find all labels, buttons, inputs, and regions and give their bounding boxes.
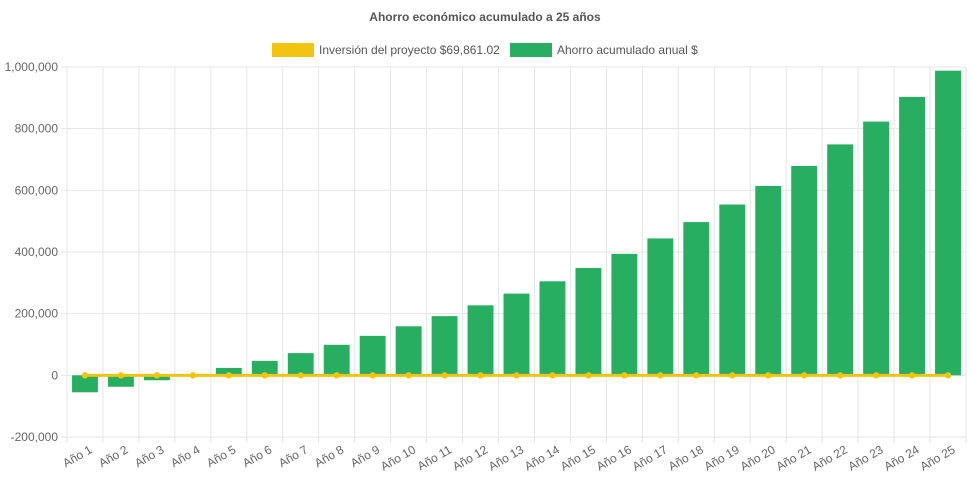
x-tick-label: Año 10 [378,442,418,473]
x-tick-label: Año 6 [240,442,274,470]
x-tick-label: Año 17 [630,442,670,473]
point-investment[interactable] [800,372,808,379]
x-tick-label: Año 2 [96,442,130,470]
x-tick-label: Año 19 [702,442,742,473]
y-tick-label: 400,000 [15,245,59,259]
bars-series-savings [72,70,961,393]
x-tick-label: Año 21 [774,442,814,473]
point-investment[interactable] [944,372,952,379]
x-tick-label: Año 24 [882,442,922,473]
point-investment[interactable] [765,372,772,379]
point-investment[interactable] [549,372,556,379]
y-tick-label: 0 [51,368,58,382]
point-investment[interactable] [621,372,628,379]
bar-savings[interactable] [899,96,926,376]
point-investment[interactable] [369,372,376,379]
bar-savings[interactable] [863,121,890,376]
legend-swatch-investment[interactable] [272,43,314,57]
x-tick-label: Año 4 [168,442,202,470]
legend: Inversión del proyecto $69,861.02 Ahorro… [272,43,698,57]
x-tick-label: Año 14 [522,442,562,473]
point-investment[interactable] [117,372,125,379]
bar-savings[interactable] [287,353,314,376]
point-investment[interactable] [441,372,448,379]
chart-title: Ahorro económico acumulado a 25 años [369,10,601,24]
bar-savings[interactable] [107,375,134,387]
point-investment[interactable] [657,372,664,379]
bar-savings[interactable] [72,375,98,393]
y-tick-label: -200,000 [11,430,59,444]
legend-label-investment[interactable]: Inversión del proyecto $69,861.02 [319,43,500,57]
point-investment[interactable] [189,372,197,379]
x-tick-label: Año 13 [486,442,526,473]
x-tick-label: Año 9 [348,442,382,470]
point-investment[interactable] [693,372,700,379]
x-tick-label: Año 3 [132,442,166,470]
point-investment[interactable] [872,372,880,379]
point-investment[interactable] [836,372,844,379]
y-tick-label: 600,000 [15,183,59,197]
x-tick-label: Año 23 [846,442,886,473]
bar-savings[interactable] [251,360,278,376]
bar-savings[interactable] [323,344,350,376]
bar-savings[interactable] [467,305,494,376]
x-tick-label: Año 5 [204,442,238,470]
bar-savings[interactable] [755,186,782,376]
legend-swatch-savings[interactable] [510,43,552,57]
grid-lines [66,66,967,443]
legend-label-savings[interactable]: Ahorro acumulado anual $ [557,43,698,57]
x-tick-label: Año 20 [738,442,778,473]
x-tick-label: Año 8 [312,442,346,470]
point-investment[interactable] [153,372,161,379]
bar-savings[interactable] [215,367,242,376]
line-series-investment [81,372,952,379]
x-tick-label: Año 11 [415,442,454,473]
bar-savings[interactable] [575,268,602,376]
point-investment[interactable] [477,372,484,379]
y-tick-label: 200,000 [15,307,59,321]
bar-savings[interactable] [827,144,854,376]
bar-savings[interactable] [683,222,710,376]
x-tick-label: Año 18 [666,442,706,473]
x-tick-label: Año 1 [60,442,94,470]
x-tick-label: Año 16 [594,442,634,473]
point-investment[interactable] [297,372,304,379]
bar-savings[interactable] [611,253,638,376]
x-tick-label: Año 7 [276,442,310,470]
bar-savings[interactable] [395,326,422,376]
y-axis: -200,000 0 200,000 400,000 600,000 800,000 1,0… [5,60,67,444]
x-tick-label: Año 25 [918,442,958,473]
point-investment[interactable] [908,372,916,379]
point-investment[interactable] [261,372,268,379]
bar-savings[interactable] [791,165,818,376]
point-investment[interactable] [81,372,89,379]
y-tick-label: 1,000,000 [5,60,59,74]
point-investment[interactable] [585,372,592,379]
x-tick-label: Año 15 [558,442,598,473]
y-tick-label: 800,000 [15,122,59,136]
point-investment[interactable] [225,372,233,379]
bar-savings[interactable] [719,204,746,376]
bar-savings[interactable] [935,70,961,376]
bar-savings[interactable] [503,293,530,376]
x-tick-label: Año 22 [810,442,850,473]
bar-savings[interactable] [431,316,458,376]
point-investment[interactable] [729,372,736,379]
point-investment[interactable] [405,372,412,379]
x-axis: Año 1 Año 2 Año 3 Año 4 Año 5 Año 6 Año 7 Año 8… [60,442,957,473]
point-investment[interactable] [333,372,340,379]
bar-savings[interactable] [359,335,386,376]
point-investment[interactable] [513,372,520,379]
bar-savings[interactable] [647,238,674,376]
x-tick-label: Año 12 [450,442,490,473]
bar-savings[interactable] [539,281,566,376]
